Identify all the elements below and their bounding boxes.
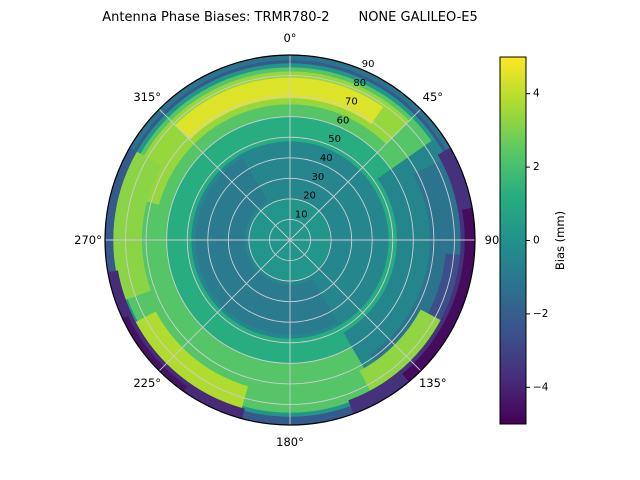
- radial-tick-label: 60: [337, 115, 350, 126]
- radial-tick-label: 50: [328, 134, 341, 145]
- azimuth-tick-labels: 0° 45° 90 135° 180° 225° 270° 315°: [74, 31, 499, 449]
- azimuth-tick-label: 180°: [276, 435, 304, 449]
- radial-tick-label: 10: [295, 209, 308, 220]
- plot-boundary: [104, 54, 476, 426]
- polar-grid: [105, 55, 475, 425]
- colorbar-tick-label: −2: [533, 308, 548, 320]
- azimuth-tick-label: 45°: [423, 90, 443, 104]
- colorbar-tick-label: 0: [533, 235, 540, 247]
- colorbar: [499, 56, 527, 425]
- radial-tick-label: 20: [303, 191, 316, 202]
- azimuth-tick-label: 270°: [74, 233, 102, 247]
- radial-tick-labels: 10 20 30 40 50 60 70 80 90: [295, 59, 375, 220]
- colorbar-axis-label: Bias (mm): [553, 211, 567, 270]
- azimuth-gridline: [289, 239, 422, 372]
- radial-tick-label: 80: [353, 78, 366, 89]
- contour-band: [402, 207, 475, 382]
- radial-tick-label: 40: [320, 153, 333, 164]
- plot-title: Antenna Phase Biases: TRMR780-2 NONE GAL…: [102, 10, 478, 25]
- contour-band: [175, 77, 384, 140]
- contour-band: [113, 151, 162, 301]
- azimuth-gridline: [158, 108, 291, 241]
- radial-tick-label: 30: [312, 172, 325, 183]
- colorbar-tick-label: 4: [533, 88, 540, 100]
- radial-tick-label: 70: [345, 97, 358, 108]
- azimuth-tick-label: 315°: [133, 90, 161, 104]
- radial-tick-label: 90: [362, 59, 375, 70]
- contour-band: [195, 158, 338, 335]
- contour-band: [129, 55, 451, 151]
- azimuth-gridline: [289, 108, 422, 241]
- azimuth-tick-label: 90: [485, 233, 500, 247]
- colorbar-tick-label: −4: [533, 381, 549, 393]
- contour-band: [122, 315, 188, 392]
- azimuth-tick-label: 0°: [283, 31, 296, 45]
- azimuth-gridline: [158, 239, 291, 372]
- colorbar-tick-label: 2: [533, 161, 540, 173]
- contour-band: [132, 311, 249, 412]
- azimuth-tick-label: 135°: [419, 376, 447, 390]
- azimuth-tick-label: 225°: [133, 376, 161, 390]
